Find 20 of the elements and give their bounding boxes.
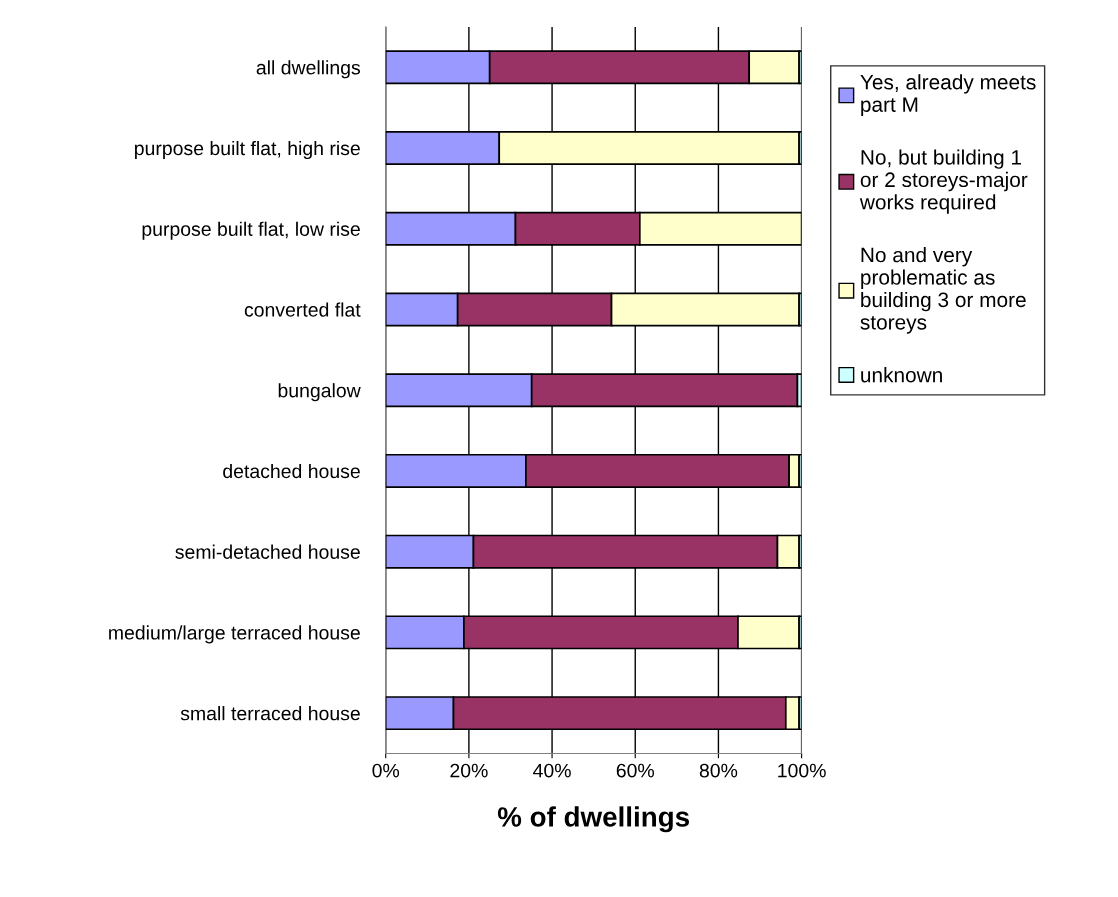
y-tick-label: medium/large terraced house [109,625,360,644]
y-tick-label: small terraced house [180,706,360,721]
y-tick-label: converted flat [244,302,361,317]
legend-label: Yes, already meets part M [860,74,1036,117]
x-tick-label: 60% [616,763,655,778]
y-tick-label: purpose built flat, low rise [142,221,360,240]
legend-label: No, but building 1 or 2 storeys-major works required [859,149,1028,214]
y-tick-label: purpose built flat, high rise [135,140,360,160]
legend-label: No and very problematic as building 3 or more storeys [860,247,1026,334]
x-tick-label: 100% [778,763,826,778]
x-tick-label: 80% [699,763,738,778]
y-tick-label: bungalow [278,383,361,402]
x-axis-title: % of dwellings [497,806,689,833]
x-tick-label: 20% [450,763,488,778]
y-tick-label: all dwellings [256,60,361,79]
x-tick-label: 0% [372,763,400,778]
x-tick-label: 40% [533,763,571,778]
legend-label: unknown [861,367,942,383]
y-tick-label: semi-detached house [175,544,360,559]
y-tick-label: detached house [223,463,360,479]
